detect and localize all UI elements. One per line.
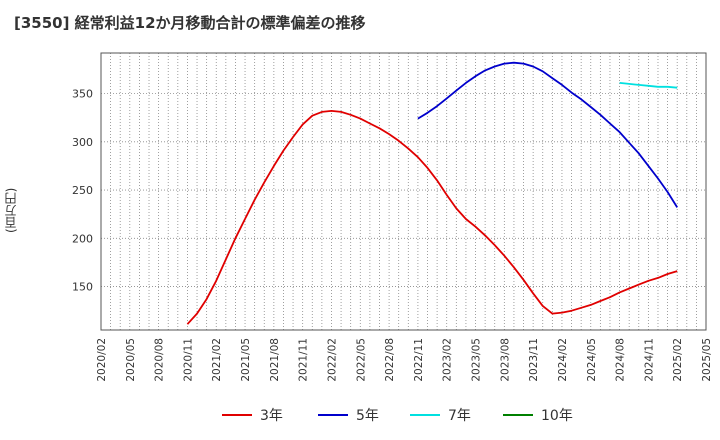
legend-item: 3年 xyxy=(222,405,283,425)
y-tick-label: 150 xyxy=(72,281,93,294)
legend-item: 10年 xyxy=(503,405,573,425)
legend-label: 3年 xyxy=(260,408,283,424)
axes-frame xyxy=(100,52,707,331)
x-tick-label: 2021/11 xyxy=(298,338,310,382)
y-tick-label: 250 xyxy=(72,184,93,197)
x-tick-label: 2022/05 xyxy=(355,338,367,382)
x-tick-label: 2023/08 xyxy=(499,338,511,382)
y-tick-label: 350 xyxy=(72,88,93,101)
x-tick-label: 2024/05 xyxy=(586,338,598,382)
legend-swatch xyxy=(503,414,533,416)
x-tick-label: 2024/08 xyxy=(615,338,627,382)
legend-swatch xyxy=(222,414,252,416)
x-tick-label: 2025/05 xyxy=(701,338,713,382)
series-line xyxy=(417,61,678,208)
x-tick-label: 2022/08 xyxy=(384,338,396,382)
x-tick-label: 2020/02 xyxy=(96,338,108,382)
legend-swatch xyxy=(410,414,440,416)
x-tick-label: 2021/05 xyxy=(240,338,252,382)
x-tick-label: 2024/02 xyxy=(557,338,569,382)
legend-label: 7年 xyxy=(448,408,471,424)
x-tick-label: 2022/11 xyxy=(413,338,425,382)
series-line xyxy=(619,82,678,89)
plot-area xyxy=(101,53,706,330)
x-tick-label: 2021/08 xyxy=(269,338,281,382)
legend-label: 5年 xyxy=(356,408,379,424)
legend: 3年 5年 7年 10年 xyxy=(0,400,720,430)
legend-swatch xyxy=(318,414,348,416)
x-tick-label: 2023/05 xyxy=(471,338,483,382)
y-tick-label: 200 xyxy=(72,232,93,245)
legend-item: 7年 xyxy=(410,405,471,425)
chart-title: [3550] 経常利益12か月移動合計の標準偏差の推移 xyxy=(14,14,366,32)
legend-label: 10年 xyxy=(541,408,573,424)
line-chart: 150 200 250 300 350 2020/02 2020/05 2020/08 2020… xyxy=(72,52,713,382)
legend-item: 5年 xyxy=(318,405,379,425)
x-tick-label: 2024/11 xyxy=(643,338,655,382)
x-tick-label: 2023/02 xyxy=(442,338,454,382)
x-tick-label: 2025/02 xyxy=(672,338,684,382)
x-tick-label: 2021/02 xyxy=(211,338,223,382)
x-tick-label: 2022/02 xyxy=(326,338,338,382)
series-line xyxy=(186,110,678,325)
y-tick-label: 300 xyxy=(72,136,93,149)
x-tick-label: 2020/11 xyxy=(182,338,194,382)
x-tick-label: 2023/11 xyxy=(528,338,540,382)
x-tick-label: 2020/05 xyxy=(125,338,137,382)
x-tick-label: 2020/08 xyxy=(154,338,166,382)
